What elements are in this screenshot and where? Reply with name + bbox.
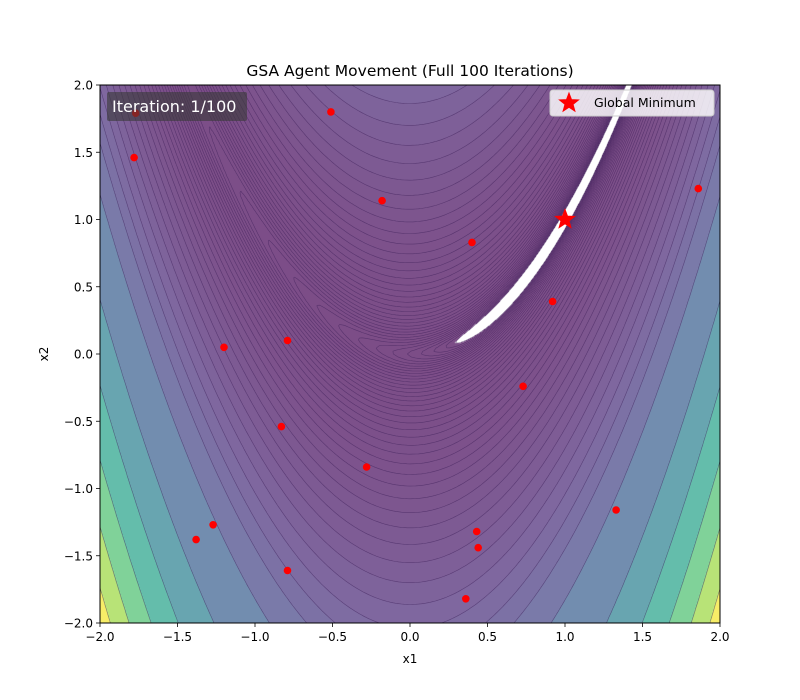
agent-point [283,336,292,345]
contour-line [100,526,720,623]
contour-line [375,85,636,365]
y-tick-label: 2.0 [74,79,93,93]
contour-line [158,85,665,446]
contour-lines [100,85,720,623]
contour-line [134,85,687,513]
contour-line [433,85,634,353]
contour-line [174,85,651,407]
y-axis: −2.0 −1.5 −1.0 −0.5 0.0 0.5 1.0 1.5 2.0 [64,79,100,631]
x-tick-label: −0.5 [318,630,347,644]
y-axis-label: x2 [37,347,51,362]
x-axis-label: x1 [403,652,418,666]
contour-line [164,85,659,430]
iteration-text: Iteration: 1/100 [112,97,236,116]
contour-line [100,587,720,623]
contour-line [338,85,637,369]
agent-point [209,521,217,529]
contour-line [143,85,679,487]
y-tick-label: −2.0 [64,617,93,631]
contour-line [267,85,640,377]
contour-line [208,85,642,383]
global-minimum-star-icon [554,208,576,229]
contour-line [187,85,643,386]
agent-point [130,153,138,162]
x-axis: −2.0 −1.5 −1.0 −0.5 0.0 0.5 1.0 1.5 2.0 [85,623,730,644]
contour-line [100,87,720,623]
agent-point [378,196,386,205]
y-tick-label: −0.5 [64,415,93,429]
contour-line [181,85,646,393]
x-tick-label: −1.0 [240,630,269,644]
contour-line [171,85,652,412]
legend-star-icon [558,91,580,113]
contour-line [100,114,720,623]
contour-line [358,85,637,367]
agent-point [612,506,620,514]
contour-line [161,85,662,438]
contour-line [445,85,633,349]
x-tick-label: −2.0 [85,630,114,644]
contour-line [100,194,720,623]
y-tick-label: −1.5 [64,549,93,563]
contour-line [100,385,720,623]
contour-line [147,85,675,475]
agent-point [283,566,292,575]
chart-title: GSA Agent Movement (Full 100 Iterations) [246,62,573,80]
y-tick-label: 1.0 [74,213,93,227]
contour-line [124,85,697,545]
contour-line [239,85,641,380]
iteration-box [107,92,247,121]
x-tick-label: 0.0 [400,630,419,644]
x-tick-label: 1.0 [555,630,574,644]
agent-point [519,382,527,391]
agent-point [192,535,200,544]
legend: Global Minimum [549,89,715,117]
iteration-indicator: Iteration: 1/100 [107,92,247,121]
contour-line [455,85,633,344]
contour-line [154,85,668,455]
agent-point [462,595,470,603]
contour-line [293,85,639,374]
x-tick-label: 2.0 [710,630,729,644]
contour-line [139,85,683,500]
y-tick-label: 1.5 [74,146,93,160]
legend-box [549,89,715,117]
contour-line [392,85,635,362]
agent-point [694,184,703,193]
agent-point [548,297,557,306]
contour-line [112,85,709,583]
y-tick-label: 0.0 [74,348,93,362]
contour-line [100,299,720,623]
agent-point [220,343,228,352]
x-tick-label: −1.5 [163,630,192,644]
y-tick-label: 0.5 [74,280,93,294]
contour-line [176,85,649,402]
plot-area [100,85,720,623]
agent-point [277,422,286,431]
legend-entry-global-minimum: Global Minimum [594,95,696,110]
agent-point [474,543,483,552]
y-tick-label: −1.0 [64,482,93,496]
agent-point [362,463,371,471]
contour-line [316,85,638,372]
agent-point [468,238,476,247]
agent-point [327,108,335,116]
contour-line [100,142,720,623]
contour-line [169,85,654,417]
x-tick-label: 1.5 [633,630,652,644]
contour-line [421,85,634,357]
contour-line [100,459,720,623]
agent-point [472,527,481,536]
contour-background [100,85,720,623]
contour-line [183,85,644,389]
contour-line [178,85,647,397]
contour-line [166,85,657,424]
contour-line [407,85,635,360]
x-tick-label: 0.5 [478,630,497,644]
